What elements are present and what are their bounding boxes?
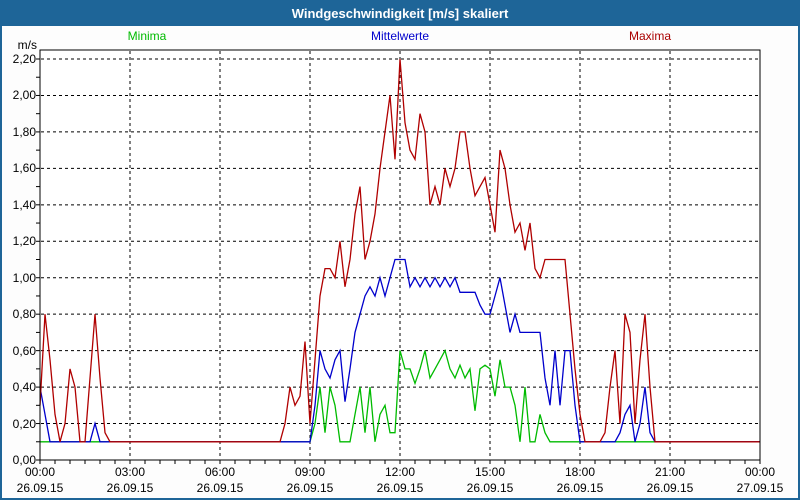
series-maxima-line xyxy=(39,58,760,443)
y-tick-label: 1,60 xyxy=(12,161,36,176)
x-tick-date-label: 26.09.15 xyxy=(196,481,244,495)
window-title-bar: Windgeschwindigkeit [m/s] skaliert xyxy=(0,0,800,26)
y-tick-label: 0,20 xyxy=(12,416,36,431)
x-tick-time-label: 21:00 xyxy=(654,465,686,479)
x-tick-time-label: 06:00 xyxy=(204,465,236,479)
x-tick-time-label: 09:00 xyxy=(294,465,326,479)
y-tick-label: 0,40 xyxy=(12,380,36,395)
legend-minima-label: Minima xyxy=(127,29,167,43)
y-tick-label: 2,00 xyxy=(12,88,36,103)
y-tick-label: 1,80 xyxy=(12,124,36,139)
window-title: Windgeschwindigkeit [m/s] skaliert xyxy=(291,6,509,21)
legend-mittelwerte-label: Mittelwerte xyxy=(370,29,430,43)
x-tick-date-label: 26.09.15 xyxy=(646,481,694,495)
x-tick-time-label: 00:00 xyxy=(744,465,776,479)
x-tick-date-label: 26.09.15 xyxy=(556,481,604,495)
y-tick-label: 1,20 xyxy=(12,234,36,249)
x-tick-time-label: 12:00 xyxy=(384,465,416,479)
y-axis-unit-label: m/s xyxy=(17,38,37,52)
x-tick-date-label: 26.09.15 xyxy=(286,481,334,495)
x-tick-time-label: 03:00 xyxy=(114,465,146,479)
x-tick-time-label: 18:00 xyxy=(564,465,596,479)
x-tick-date-label: 26.09.15 xyxy=(376,481,424,495)
y-tick-label: 0,00 xyxy=(12,453,36,467)
y-tick-label: 1,40 xyxy=(12,197,36,212)
y-tick-label: 1,00 xyxy=(12,270,36,285)
y-tick-label: 2,20 xyxy=(12,52,36,66)
x-tick-date-label: 26.09.15 xyxy=(466,481,514,495)
x-tick-time-label: 15:00 xyxy=(474,465,506,479)
x-tick-time-label: 00:00 xyxy=(24,465,56,479)
y-tick-label: 0,80 xyxy=(12,307,36,322)
legend-maxima-label: Maxima xyxy=(628,29,672,43)
x-tick-date-label: 26.09.15 xyxy=(16,481,64,495)
x-tick-date-label: 27.09.15 xyxy=(736,481,784,495)
y-tick-label: 0,60 xyxy=(12,343,36,358)
x-tick-date-label: 26.09.15 xyxy=(106,481,154,495)
